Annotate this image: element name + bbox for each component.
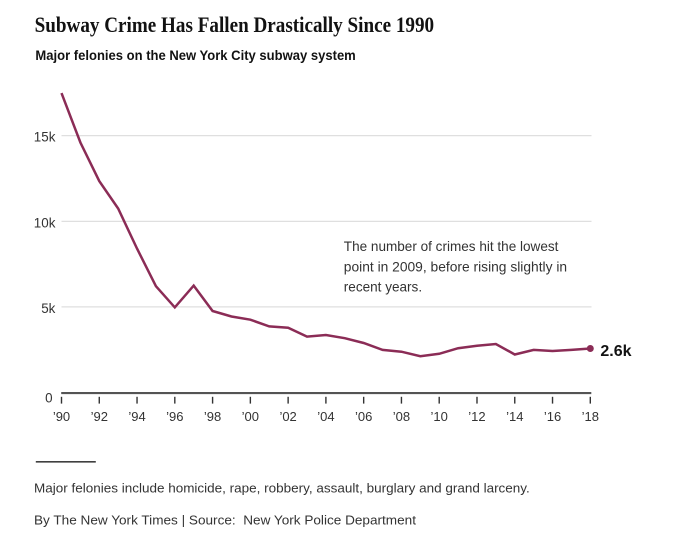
svg-text:Major felonies include homicid: Major felonies include homicide, rape, r…	[34, 480, 530, 495]
svg-text:’00: ’00	[242, 409, 259, 424]
svg-text:’02: ’02	[279, 409, 296, 424]
svg-text:’10: ’10	[431, 409, 448, 424]
svg-text:Subway Crime Has Fallen Drasti: Subway Crime Has Fallen Drastically Sinc…	[35, 12, 435, 37]
svg-text:’96: ’96	[166, 409, 183, 424]
svg-text:’14: ’14	[506, 409, 523, 424]
svg-text:’04: ’04	[317, 409, 334, 424]
svg-text:’92: ’92	[91, 409, 108, 424]
svg-text:15k: 15k	[34, 130, 56, 145]
svg-text:point in 2009, before rising s: point in 2009, before rising slightly in	[344, 258, 567, 274]
svg-text:The number of crimes hit the l: The number of crimes hit the lowest	[344, 238, 559, 254]
svg-text:0: 0	[45, 390, 52, 405]
svg-text:’94: ’94	[128, 409, 145, 424]
svg-text:recent years.: recent years.	[344, 279, 422, 295]
svg-text:’18: ’18	[582, 409, 599, 424]
svg-text:By The New York Times | Source: By The New York Times | Source: New York…	[34, 512, 416, 527]
svg-text:’08: ’08	[393, 409, 410, 424]
svg-text:Major felonies on the New York: Major felonies on the New York City subw…	[35, 48, 355, 63]
svg-text:’90: ’90	[53, 409, 70, 424]
svg-text:’98: ’98	[204, 409, 221, 424]
svg-text:’12: ’12	[468, 409, 485, 424]
svg-text:10k: 10k	[34, 215, 56, 230]
svg-text:2.6k: 2.6k	[600, 343, 631, 360]
svg-text:5k: 5k	[41, 301, 55, 316]
svg-text:’06: ’06	[355, 409, 372, 424]
svg-text:’16: ’16	[544, 409, 561, 424]
